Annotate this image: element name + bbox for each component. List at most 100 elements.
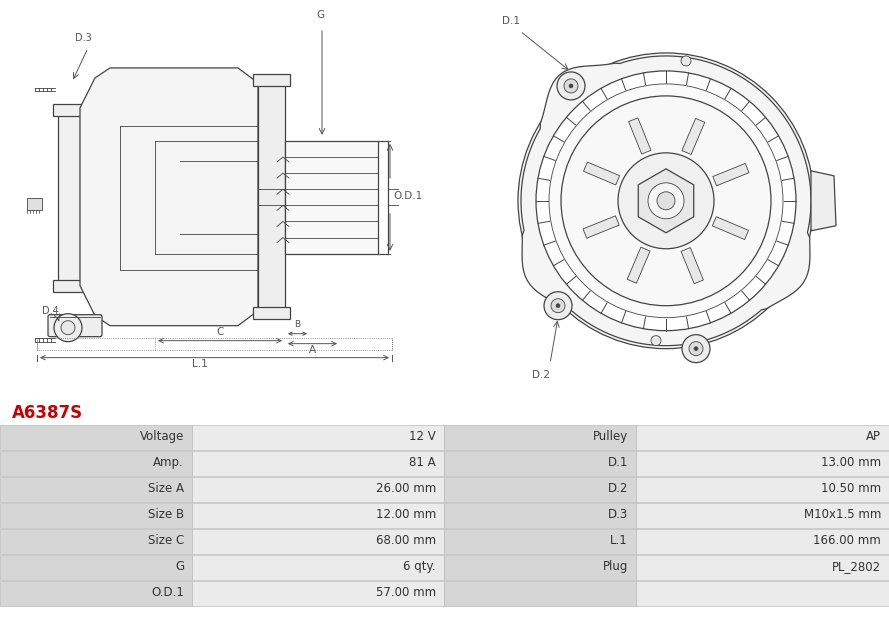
Circle shape	[564, 79, 578, 93]
Text: D.1: D.1	[607, 456, 628, 469]
Bar	[0, 554, 192, 579]
Bar	[636, 425, 889, 450]
Bar	[192, 477, 444, 502]
Text: Size C: Size C	[148, 534, 184, 547]
Bar	[0, 528, 192, 554]
Bar	[253, 307, 290, 319]
Text: 12.00 mm: 12.00 mm	[376, 508, 436, 521]
Circle shape	[551, 298, 565, 313]
Circle shape	[648, 183, 684, 219]
Text: Voltage: Voltage	[140, 430, 184, 443]
Polygon shape	[681, 247, 703, 283]
Bar	[0, 503, 192, 528]
Bar	[444, 581, 636, 606]
Bar	[444, 450, 636, 475]
Polygon shape	[682, 118, 705, 155]
Bar	[444, 528, 636, 554]
Bar	[192, 554, 444, 579]
Text: O.D.1: O.D.1	[393, 191, 422, 201]
Bar	[636, 581, 889, 606]
Bar	[444, 425, 636, 450]
Polygon shape	[712, 217, 749, 240]
Text: 6 qty.: 6 qty.	[404, 560, 436, 573]
Bar	[0, 581, 192, 606]
Text: 166.00 mm: 166.00 mm	[813, 534, 881, 547]
Polygon shape	[638, 169, 693, 233]
Circle shape	[569, 84, 573, 88]
Circle shape	[518, 53, 814, 349]
Text: Size A: Size A	[148, 482, 184, 495]
Circle shape	[61, 321, 75, 335]
Bar	[0, 477, 192, 502]
Polygon shape	[583, 162, 620, 185]
Polygon shape	[583, 216, 620, 238]
Text: Size B: Size B	[148, 508, 184, 521]
Text: 57.00 mm: 57.00 mm	[376, 586, 436, 599]
Text: G: G	[175, 560, 184, 573]
Polygon shape	[629, 118, 651, 154]
Text: G: G	[316, 10, 324, 20]
Bar	[192, 503, 444, 528]
Text: A6387S: A6387S	[12, 404, 84, 422]
Bar	[444, 503, 636, 528]
Bar	[285, 141, 378, 254]
Polygon shape	[80, 68, 258, 326]
Circle shape	[549, 84, 783, 318]
Circle shape	[561, 96, 771, 306]
Polygon shape	[713, 163, 749, 186]
Circle shape	[557, 72, 585, 100]
Text: 81 A: 81 A	[409, 456, 436, 469]
Bar	[636, 554, 889, 579]
Text: AP: AP	[866, 430, 881, 443]
Text: D.4: D.4	[42, 306, 59, 316]
Bar	[192, 450, 444, 475]
Bar	[253, 74, 290, 86]
Text: Pulley: Pulley	[593, 430, 628, 443]
Bar	[192, 581, 444, 606]
Bar	[58, 106, 80, 290]
Text: 12 V: 12 V	[409, 430, 436, 443]
Polygon shape	[628, 247, 650, 283]
Text: D.3: D.3	[608, 508, 628, 521]
Bar	[53, 104, 85, 116]
Circle shape	[556, 303, 560, 308]
Text: C: C	[216, 326, 224, 336]
Text: D.2: D.2	[607, 482, 628, 495]
Text: L.1: L.1	[610, 534, 628, 547]
Text: D.2: D.2	[532, 369, 550, 379]
Text: B: B	[294, 320, 300, 329]
Circle shape	[651, 336, 661, 346]
FancyBboxPatch shape	[48, 315, 102, 336]
Circle shape	[54, 314, 82, 341]
Circle shape	[689, 341, 703, 356]
Circle shape	[682, 335, 710, 363]
Text: PL_2802: PL_2802	[832, 560, 881, 573]
Text: O.D.1: O.D.1	[151, 586, 184, 599]
Text: Plug: Plug	[603, 560, 628, 573]
Bar	[258, 81, 285, 312]
Text: 26.00 mm: 26.00 mm	[376, 482, 436, 495]
Bar	[0, 450, 192, 475]
Bar	[444, 554, 636, 579]
Bar	[27, 198, 42, 210]
Text: D.1: D.1	[502, 16, 520, 26]
Polygon shape	[521, 56, 811, 346]
Polygon shape	[811, 171, 836, 231]
Bar	[636, 477, 889, 502]
Text: M10x1.5 mm: M10x1.5 mm	[804, 508, 881, 521]
Bar	[636, 503, 889, 528]
Text: 13.00 mm: 13.00 mm	[821, 456, 881, 469]
Bar	[192, 528, 444, 554]
Text: Amp.: Amp.	[153, 456, 184, 469]
Bar	[0, 425, 192, 450]
Circle shape	[681, 56, 691, 66]
Circle shape	[536, 71, 796, 331]
Text: D.3: D.3	[75, 33, 92, 43]
Circle shape	[544, 292, 572, 320]
Bar	[192, 425, 444, 450]
Text: A: A	[309, 345, 316, 354]
Circle shape	[657, 192, 675, 210]
Bar	[636, 528, 889, 554]
Bar	[37, 338, 392, 350]
Text: L.1: L.1	[192, 359, 208, 369]
